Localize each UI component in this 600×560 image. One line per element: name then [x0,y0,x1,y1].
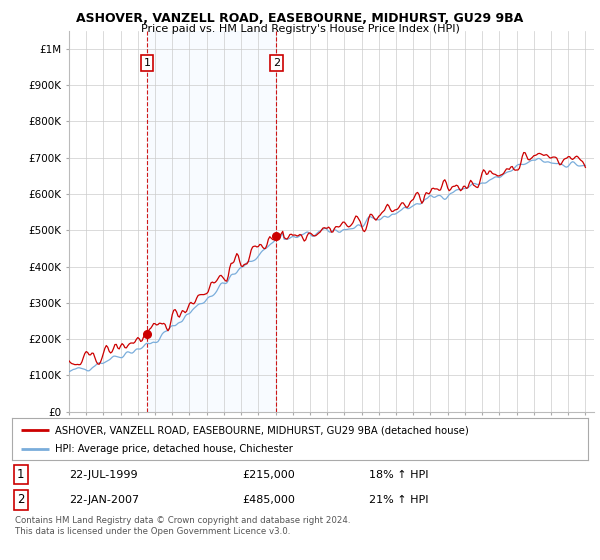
Text: 2: 2 [273,58,280,68]
Text: 2: 2 [17,493,25,506]
Text: 1: 1 [143,58,151,68]
Text: HPI: Average price, detached house, Chichester: HPI: Average price, detached house, Chic… [55,445,293,454]
Text: £485,000: £485,000 [242,495,295,505]
Text: ASHOVER, VANZELL ROAD, EASEBOURNE, MIDHURST, GU29 9BA (detached house): ASHOVER, VANZELL ROAD, EASEBOURNE, MIDHU… [55,425,469,435]
Text: 1: 1 [17,468,25,481]
Text: 21% ↑ HPI: 21% ↑ HPI [369,495,428,505]
Text: 22-JUL-1999: 22-JUL-1999 [70,470,138,479]
Text: 22-JAN-2007: 22-JAN-2007 [70,495,140,505]
Text: 18% ↑ HPI: 18% ↑ HPI [369,470,428,479]
Text: ASHOVER, VANZELL ROAD, EASEBOURNE, MIDHURST, GU29 9BA: ASHOVER, VANZELL ROAD, EASEBOURNE, MIDHU… [76,12,524,25]
Bar [147,31,276,412]
Text: Contains HM Land Registry data © Crown copyright and database right 2024.
This d: Contains HM Land Registry data © Crown c… [15,516,350,536]
Text: £215,000: £215,000 [242,470,295,479]
Text: Price paid vs. HM Land Registry's House Price Index (HPI): Price paid vs. HM Land Registry's House … [140,24,460,34]
